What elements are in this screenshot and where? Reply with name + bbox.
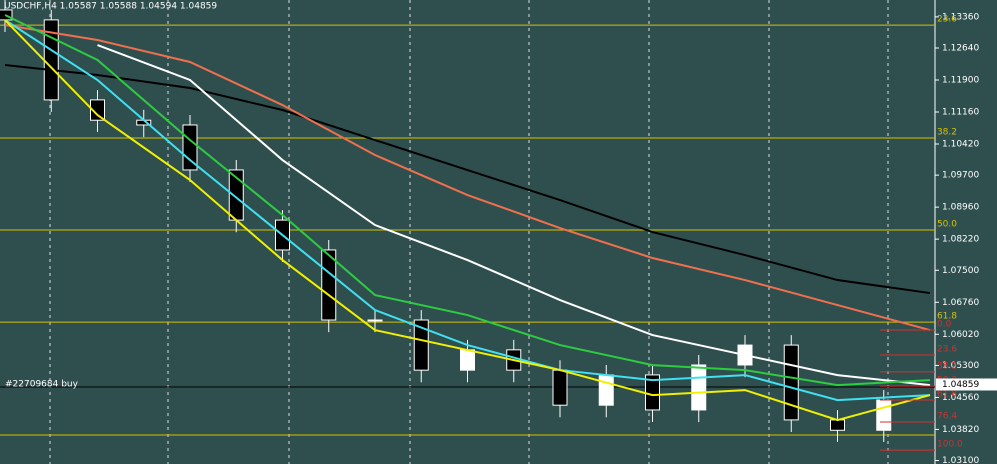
y-tick-label: 1.10420 (942, 140, 979, 150)
candle-body (90, 99, 105, 121)
y-tick-label: 1.08220 (942, 235, 979, 245)
y-tick-label: 1.08960 (942, 203, 979, 213)
fib-label: 76.4 (937, 412, 957, 422)
fib-label: 61.8 (937, 390, 957, 400)
fib-label: 38.2 (937, 127, 957, 137)
y-tick-label: 1.11160 (942, 108, 979, 118)
moving-average (4, 64, 931, 295)
candle-body (413, 319, 429, 371)
fib-label: 0.0 (937, 319, 952, 329)
candle-body (460, 349, 475, 371)
fib-label: 100.0 (937, 440, 963, 450)
y-tick-label: 1.11900 (942, 76, 979, 86)
y-tick-label: 1.03100 (942, 456, 979, 464)
candle-body (830, 419, 845, 431)
candle-body (783, 344, 799, 421)
y-tick-label: 1.06020 (942, 330, 979, 340)
bid-label: 1.04859 (942, 380, 979, 390)
candle-body (598, 374, 614, 406)
y-tick-label: 1.13360 (942, 12, 979, 22)
moving-average (4, 14, 931, 387)
fib-label: 23.6 (937, 345, 957, 355)
candle-body (367, 319, 383, 322)
moving-average (97, 44, 931, 387)
fib-label: 38.2 (937, 361, 957, 371)
chart-title: USDCHF,H4 1.05587 1.05588 1.04594 1.0485… (4, 2, 217, 12)
candle-body (321, 249, 337, 321)
moving-average (4, 19, 931, 422)
order-label: #22709684 buy (5, 380, 79, 390)
candle-body (552, 369, 568, 406)
moving-average (4, 24, 931, 332)
y-tick-label: 1.06760 (942, 298, 979, 308)
y-tick-label: 1.07500 (942, 266, 979, 276)
bid-marker (936, 378, 997, 391)
y-tick-label: 1.09700 (942, 171, 979, 181)
y-tick-label: 1.12640 (942, 44, 979, 54)
y-tick-label: 1.05300 (942, 361, 979, 371)
fib-label: 23.6 (937, 15, 957, 25)
fib-label: 50.0 (937, 220, 957, 230)
candle-body (691, 364, 707, 411)
moving-average (4, 19, 931, 402)
candle-body (876, 399, 892, 431)
y-tick-label: 1.04560 (942, 393, 979, 403)
y-tick-label: 1.03820 (942, 425, 979, 435)
fib-label: 61.8 (937, 312, 957, 322)
